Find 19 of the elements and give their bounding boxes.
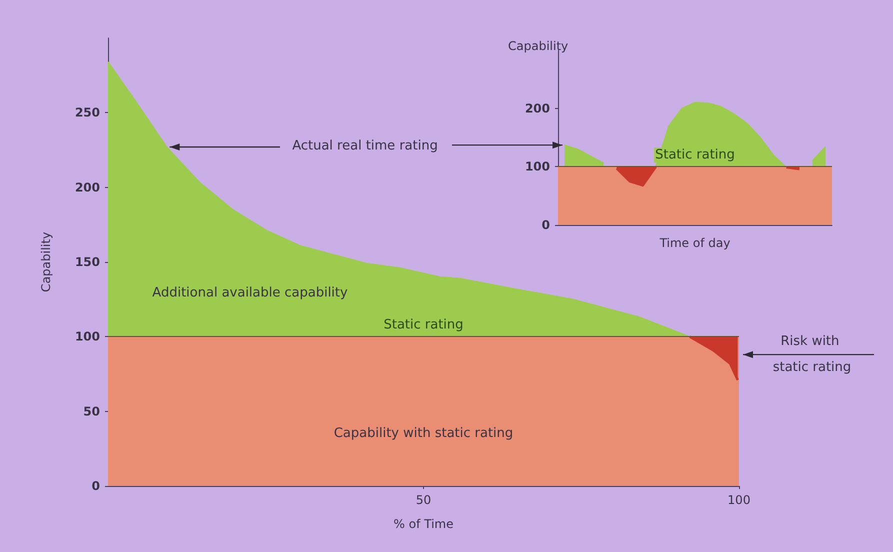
y-axis-title: Capability (508, 39, 568, 53)
annotation: Risk with static rating (772, 334, 852, 376)
y-tick-label: 100 (524, 160, 550, 174)
y-tick-label: 100 (74, 330, 100, 344)
y-axis-title: Capability (39, 232, 53, 292)
y-tick-label: 0 (92, 479, 100, 493)
y-tick-label: 200 (74, 180, 100, 194)
y-tick-label: 50 (83, 404, 100, 418)
y-tick-label: 250 (74, 106, 100, 120)
band-label: Capability with static rating (334, 426, 514, 441)
x-axis-title: % of Time (394, 517, 454, 531)
ref-line-label: Static rating (384, 318, 464, 333)
annotation: Actual real time rating (292, 138, 438, 154)
annotation: Additional available capability (152, 286, 348, 300)
x-axis-title: Time of day (658, 236, 730, 250)
y-tick-label: 0 (542, 218, 550, 232)
y-tick-label: 200 (524, 101, 550, 116)
ref-line-label: Static rating (655, 148, 735, 163)
y-tick-label: 150 (74, 255, 100, 269)
